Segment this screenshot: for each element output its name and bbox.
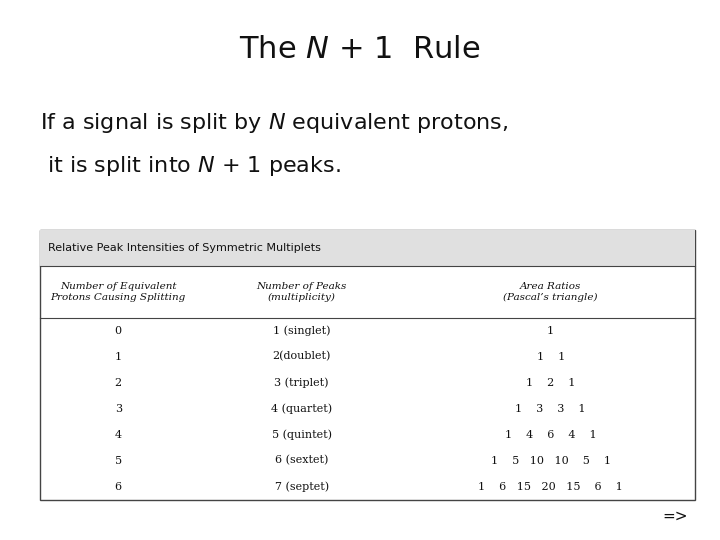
Text: 4: 4 xyxy=(114,429,122,440)
Text: 5: 5 xyxy=(114,456,122,465)
Text: 7 (septet): 7 (septet) xyxy=(274,481,329,492)
Text: 2(doublet): 2(doublet) xyxy=(272,352,331,362)
Bar xyxy=(40,230,695,266)
Text: The $\it{N}$ + 1  Rule: The $\it{N}$ + 1 Rule xyxy=(239,35,481,64)
Text: 1    2    1: 1 2 1 xyxy=(526,377,575,388)
Text: 1: 1 xyxy=(114,352,122,361)
Text: 1    6   15   20   15    6    1: 1 6 15 20 15 6 1 xyxy=(478,482,623,491)
Text: If a signal is split by $\it{N}$ equivalent protons,: If a signal is split by $\it{N}$ equival… xyxy=(40,111,508,134)
Text: Area Ratios
(Pascal’s triangle): Area Ratios (Pascal’s triangle) xyxy=(503,281,598,302)
Text: 0: 0 xyxy=(114,326,122,335)
Text: 5 (quintet): 5 (quintet) xyxy=(271,429,332,440)
Text: 4 (quartet): 4 (quartet) xyxy=(271,403,332,414)
Text: 6 (sextet): 6 (sextet) xyxy=(275,455,328,465)
Bar xyxy=(40,230,695,500)
Text: Number of Peaks
(multiplicity): Number of Peaks (multiplicity) xyxy=(256,281,347,302)
Text: 1    4    6    4    1: 1 4 6 4 1 xyxy=(505,429,596,440)
Text: 2: 2 xyxy=(114,377,122,388)
Text: 1    5   10   10    5    1: 1 5 10 10 5 1 xyxy=(490,456,611,465)
Text: 1: 1 xyxy=(547,326,554,335)
Text: 3: 3 xyxy=(114,403,122,414)
Text: 1    3    3    1: 1 3 3 1 xyxy=(516,403,586,414)
Text: Relative Peak Intensities of Symmetric Multiplets: Relative Peak Intensities of Symmetric M… xyxy=(48,243,321,253)
Text: Number of Equivalent
Protons Causing Splitting: Number of Equivalent Protons Causing Spl… xyxy=(50,282,186,302)
Text: 1 (singlet): 1 (singlet) xyxy=(273,325,330,336)
Text: 1    1: 1 1 xyxy=(536,352,564,361)
Text: =>: => xyxy=(662,509,688,524)
Text: 6: 6 xyxy=(114,482,122,491)
Text: it is split into $\it{N}$ + 1 peaks.: it is split into $\it{N}$ + 1 peaks. xyxy=(40,154,341,178)
Text: 3 (triplet): 3 (triplet) xyxy=(274,377,329,388)
